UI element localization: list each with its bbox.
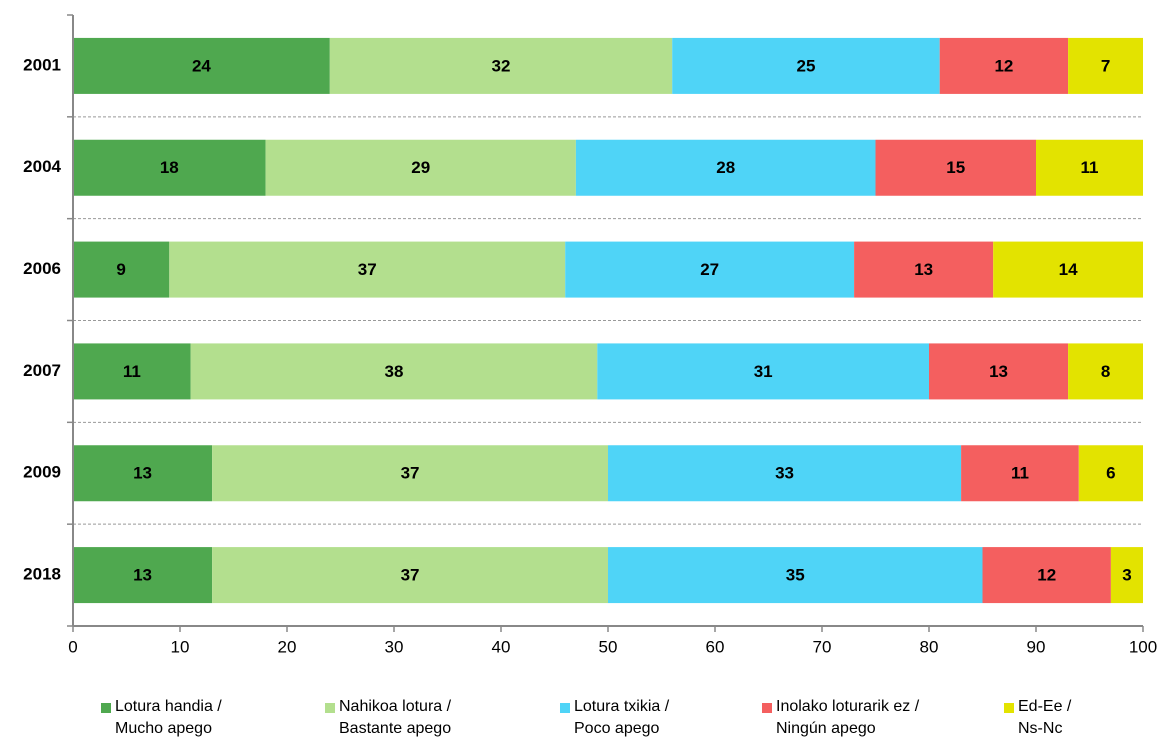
data-label: 37: [358, 260, 377, 279]
data-label: 8: [1101, 362, 1110, 381]
data-label: 11: [123, 362, 141, 381]
x-tick-label: 20: [278, 637, 297, 656]
bar-segment: [1036, 139, 1143, 196]
bar-segment: [73, 445, 213, 502]
y-tick-label: 2004: [23, 157, 61, 176]
y-tick-label: 2007: [23, 361, 61, 380]
y-tick-label: 2006: [23, 259, 61, 278]
bar-segment: [929, 343, 1069, 400]
data-label: 6: [1106, 464, 1115, 483]
bar-segment: [961, 445, 1079, 502]
data-label: 14: [1059, 260, 1078, 279]
legend-label: Lotura txikia / Poco apego: [574, 698, 670, 737]
data-label: 3: [1122, 566, 1131, 585]
bar-segment: [329, 37, 673, 94]
bar-segment: [212, 445, 608, 502]
data-label: 13: [914, 260, 933, 279]
data-label: 27: [700, 260, 719, 279]
x-tick-label: 0: [68, 637, 77, 656]
x-tick-label: 50: [599, 637, 618, 656]
x-tick-label: 80: [920, 637, 939, 656]
bar-segment: [73, 547, 213, 604]
legend-label: Ed-Ee / Ns-Nc: [1018, 698, 1072, 737]
data-label: 11: [1011, 464, 1029, 483]
data-label: 13: [989, 362, 1008, 381]
data-label: 25: [796, 56, 815, 75]
bar-segment: [565, 241, 855, 298]
bar-segment: [597, 343, 929, 400]
bar-segment: [993, 241, 1143, 298]
bar-segment: [265, 139, 576, 196]
legend-swatch: [560, 703, 570, 713]
x-tick-label: 40: [492, 637, 511, 656]
data-label: 12: [1037, 566, 1056, 585]
bar-segment: [73, 37, 330, 94]
legend-label: Inolako loturarik ez / Ningún apego: [776, 698, 920, 737]
data-label: 12: [994, 56, 1013, 75]
data-label: 33: [775, 464, 794, 483]
x-tick-label: 10: [171, 637, 190, 656]
data-label: 29: [411, 158, 430, 177]
legend-label: Lotura handia / Mucho apego: [115, 698, 222, 737]
bar-segment: [875, 139, 1036, 196]
bar-segment: [1078, 445, 1143, 502]
data-label: 31: [754, 362, 773, 381]
data-label: 9: [116, 260, 125, 279]
data-label: 28: [716, 158, 735, 177]
bar-segment: [1068, 343, 1143, 400]
bar-segment: [190, 343, 598, 400]
x-tick-label: 30: [385, 637, 404, 656]
legend-label: Nahikoa lotura / Bastante apego: [339, 698, 452, 737]
bar-segment: [672, 37, 940, 94]
data-label: 15: [946, 158, 965, 177]
legend-swatch: [762, 703, 772, 713]
data-label: 37: [401, 464, 420, 483]
bar-segment: [608, 547, 983, 604]
y-tick-label: 2018: [23, 565, 61, 584]
y-tick-label: 2001: [23, 55, 61, 74]
data-label: 32: [492, 56, 511, 75]
bar-segment: [608, 445, 962, 502]
bars: [73, 37, 1143, 604]
data-label: 13: [133, 464, 152, 483]
data-label: 18: [160, 158, 179, 177]
y-tick-label: 2009: [23, 463, 61, 482]
bar-segment: [854, 241, 994, 298]
data-label: 7: [1101, 56, 1110, 75]
data-label: 38: [385, 362, 404, 381]
data-label: 11: [1081, 158, 1099, 177]
bar-segment: [939, 37, 1069, 94]
x-tick-label: 100: [1129, 637, 1157, 656]
bar-segment: [1110, 547, 1143, 604]
bar-segment: [73, 241, 170, 298]
data-label: 13: [133, 566, 152, 585]
x-tick-label: 60: [706, 637, 725, 656]
x-tick-label: 90: [1027, 637, 1046, 656]
legend-swatch: [1004, 703, 1014, 713]
bar-segment: [73, 343, 191, 400]
data-label: 35: [786, 566, 805, 585]
bar-segment: [169, 241, 566, 298]
bar-segment: [982, 547, 1111, 604]
bar-segment: [575, 139, 876, 196]
x-tick-label: 70: [813, 637, 832, 656]
legend-swatch: [325, 703, 335, 713]
bar-segment: [1068, 37, 1143, 94]
data-label: 37: [401, 566, 420, 585]
data-label: 24: [192, 56, 211, 75]
bar-segment: [212, 547, 608, 604]
bar-segment: [73, 139, 266, 196]
legend-swatch: [101, 703, 111, 713]
